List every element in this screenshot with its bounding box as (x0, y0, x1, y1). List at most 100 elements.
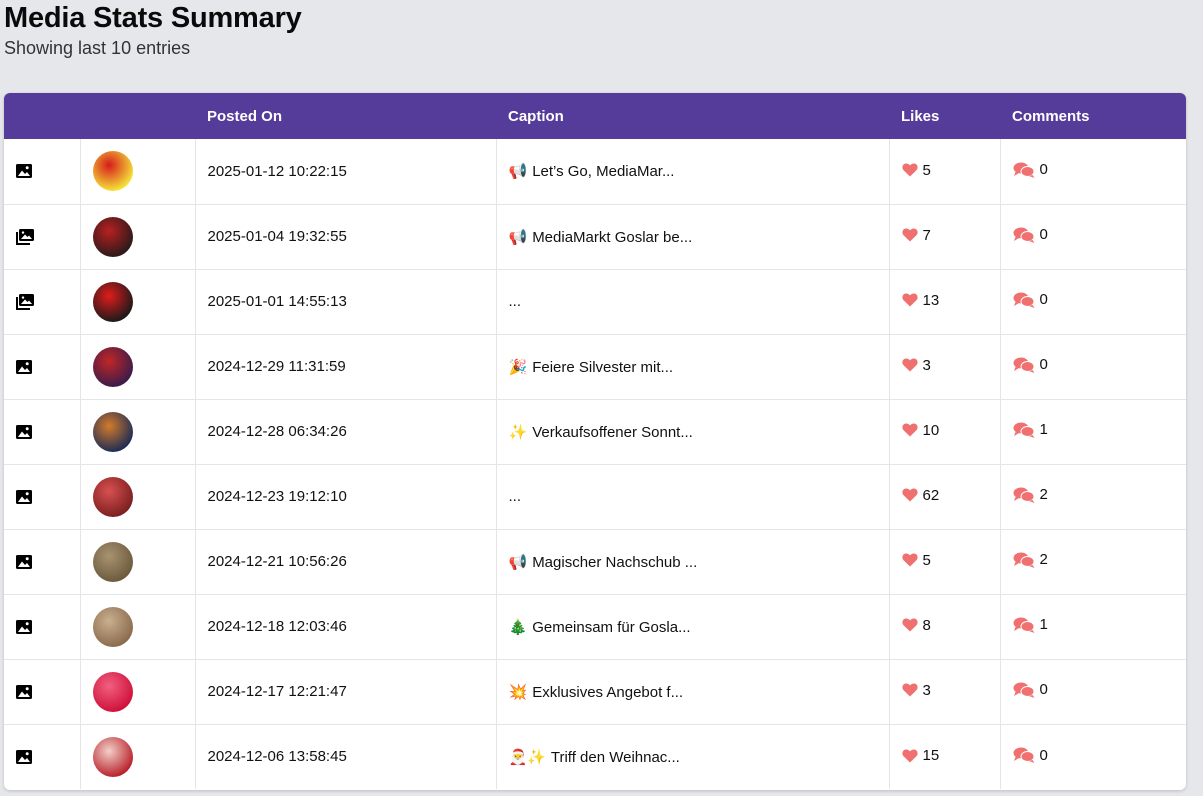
comments-count: 0 (1040, 356, 1048, 373)
media-type-cell (4, 204, 80, 269)
comments-metric: 0 (1013, 747, 1048, 764)
comments-count: 0 (1040, 747, 1048, 764)
table-row[interactable]: 2024-12-06 13:58:45 🎅✨ Triff den Weihnac..… (4, 724, 1186, 789)
caption-text: Magischer Nachschub ... (532, 554, 697, 571)
table-row[interactable]: 2024-12-18 12:03:46 🎄 Gemeinsam für Gosla.… (4, 594, 1186, 659)
posted-on-cell: 2025-01-04 19:32:55 (195, 204, 496, 269)
caption-text: Let’s Go, MediaMar... (532, 163, 674, 180)
image-icon (16, 164, 80, 178)
comments-icon (1013, 162, 1035, 178)
comments-metric: 0 (1013, 161, 1048, 178)
media-thumbnail[interactable] (93, 672, 133, 712)
caption-cell[interactable]: 💥 Exklusives Angebot f... (496, 659, 889, 724)
likes-count: 15 (923, 747, 940, 764)
caption-emoji: 🎉 (509, 359, 528, 376)
likes-cell: 7 (889, 204, 1000, 269)
page-title: Media Stats Summary (4, 0, 302, 36)
caption-cell[interactable]: 🎄 Gemeinsam für Gosla... (496, 594, 889, 659)
comments-icon (1013, 747, 1035, 763)
table-row[interactable]: 2024-12-21 10:56:26 📢 Magischer Nachschub … (4, 529, 1186, 594)
column-header-likes[interactable]: Likes (889, 93, 1000, 139)
comments-metric: 0 (1013, 226, 1048, 243)
table-row[interactable]: 2024-12-29 11:31:59 🎉 Feiere Silvester mit… (4, 334, 1186, 399)
media-thumbnail[interactable] (93, 282, 133, 322)
column-header-caption[interactable]: Caption (496, 93, 889, 139)
likes-count: 3 (923, 682, 931, 699)
media-thumbnail[interactable] (93, 347, 133, 387)
caption-cell[interactable]: ... (496, 464, 889, 529)
media-thumbnail[interactable] (93, 412, 133, 452)
comments-cell: 0 (1000, 724, 1186, 789)
likes-cell: 15 (889, 724, 1000, 789)
caption-emoji: 🎅✨ (509, 749, 546, 766)
caption-text: Verkaufsoffener Sonnt... (532, 424, 693, 441)
thumbnail-cell (80, 204, 195, 269)
table-row[interactable]: 2024-12-17 12:21:47 💥 Exklusives Angebot f… (4, 659, 1186, 724)
thumbnail-cell (80, 594, 195, 659)
column-header-posted-on[interactable]: Posted On (195, 93, 496, 139)
table-row[interactable]: 2025-01-12 10:22:15 📢 Let’s Go, MediaMar..… (4, 139, 1186, 204)
likes-count: 62 (923, 487, 940, 504)
posted-on-cell: 2024-12-21 10:56:26 (195, 529, 496, 594)
caption-cell[interactable]: 📢 Magischer Nachschub ... (496, 529, 889, 594)
column-header-comments[interactable]: Comments (1000, 93, 1186, 139)
likes-metric: 15 (902, 747, 940, 764)
comments-cell: 0 (1000, 269, 1186, 334)
posted-on-cell: 2024-12-18 12:03:46 (195, 594, 496, 659)
image-icon (16, 620, 80, 634)
media-thumbnail[interactable] (93, 477, 133, 517)
table-row[interactable]: 2025-01-01 14:55:13... 13 0 (4, 269, 1186, 334)
likes-count: 8 (923, 617, 931, 634)
media-type-cell (4, 659, 80, 724)
caption-cell[interactable]: 📢 Let’s Go, MediaMar... (496, 139, 889, 204)
heart-icon (902, 293, 918, 307)
media-thumbnail[interactable] (93, 217, 133, 257)
heart-icon (902, 683, 918, 697)
comments-metric: 0 (1013, 291, 1048, 308)
caption-emoji: ✨ (509, 424, 528, 441)
comments-count: 0 (1040, 226, 1048, 243)
table-row[interactable]: 2025-01-04 19:32:55 📢 MediaMarkt Goslar be… (4, 204, 1186, 269)
caption-cell[interactable]: 📢 MediaMarkt Goslar be... (496, 204, 889, 269)
comments-cell: 0 (1000, 204, 1186, 269)
caption-text: MediaMarkt Goslar be... (532, 229, 692, 246)
likes-cell: 62 (889, 464, 1000, 529)
heart-icon (902, 163, 918, 177)
media-thumbnail[interactable] (93, 151, 133, 191)
table-row[interactable]: 2024-12-23 19:12:10... 62 2 (4, 464, 1186, 529)
media-thumbnail[interactable] (93, 607, 133, 647)
comments-cell: 0 (1000, 659, 1186, 724)
image-icon (16, 685, 80, 699)
thumbnail-cell (80, 659, 195, 724)
table-body: 2025-01-12 10:22:15 📢 Let’s Go, MediaMar..… (4, 139, 1186, 789)
comments-count: 0 (1040, 681, 1048, 698)
caption-cell[interactable]: ... (496, 269, 889, 334)
comments-cell: 2 (1000, 529, 1186, 594)
comments-icon (1013, 422, 1035, 438)
heart-icon (902, 358, 918, 372)
media-thumbnail[interactable] (93, 737, 133, 777)
caption-emoji: 🎄 (509, 619, 528, 636)
posted-on-cell: 2024-12-06 13:58:45 (195, 724, 496, 789)
table-row[interactable]: 2024-12-28 06:34:26 ✨ Verkaufsoffener Sonn… (4, 399, 1186, 464)
posted-on-cell: 2024-12-29 11:31:59 (195, 334, 496, 399)
image-icon (16, 490, 80, 504)
comments-count: 0 (1040, 291, 1048, 308)
caption-cell[interactable]: 🎅✨ Triff den Weihnac... (496, 724, 889, 789)
posted-on-cell: 2024-12-17 12:21:47 (195, 659, 496, 724)
likes-cell: 13 (889, 269, 1000, 334)
comments-metric: 0 (1013, 356, 1048, 373)
carousel-icon (16, 229, 80, 245)
likes-metric: 3 (902, 357, 931, 374)
posted-on-cell: 2025-01-01 14:55:13 (195, 269, 496, 334)
media-type-cell (4, 269, 80, 334)
caption-cell[interactable]: ✨ Verkaufsoffener Sonnt... (496, 399, 889, 464)
media-type-cell (4, 399, 80, 464)
media-thumbnail[interactable] (93, 542, 133, 582)
caption-emoji: 💥 (509, 684, 528, 701)
media-type-cell (4, 529, 80, 594)
caption-emoji: 📢 (509, 163, 528, 180)
caption-cell[interactable]: 🎉 Feiere Silvester mit... (496, 334, 889, 399)
thumbnail-cell (80, 529, 195, 594)
